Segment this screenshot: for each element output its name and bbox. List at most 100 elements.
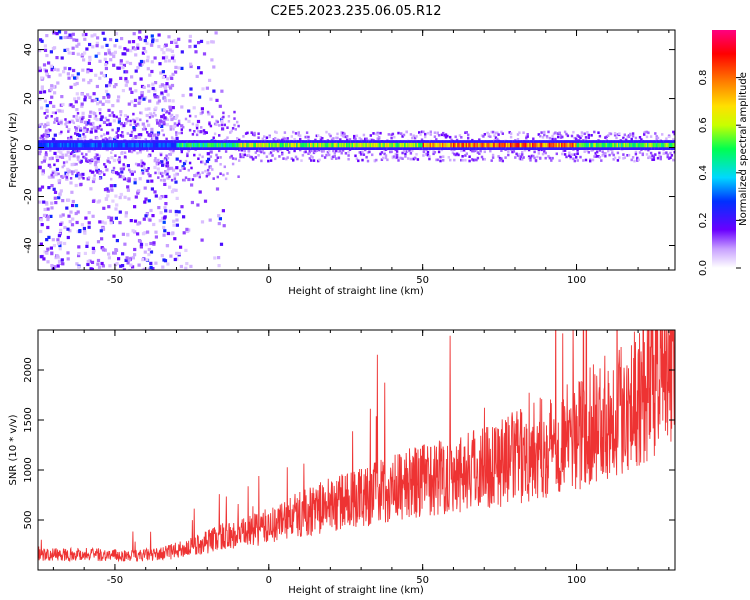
spectrogram-halo-cell — [371, 138, 374, 142]
spectrogram-noise-cell — [91, 179, 96, 184]
spectrogram-halo-cell — [186, 152, 189, 156]
spectrogram-noise-cell — [71, 74, 75, 78]
spectrogram-noise-cell — [45, 238, 49, 242]
spectrogram-noise-cell — [169, 254, 173, 258]
spectrogram-halo-cell — [57, 179, 60, 182]
spectrogram-noise-cell — [93, 116, 97, 120]
spectrogram-ridge-cell — [100, 142, 103, 148]
spectrogram-noise-cell — [135, 117, 139, 121]
spectrogram-halo-cell — [75, 129, 78, 133]
spectrogram-halo-cell — [209, 166, 213, 169]
spectrogram-noise-cell — [105, 168, 109, 172]
spectrogram-ridge-cell — [563, 142, 567, 148]
spectrogram-ridge-cell — [194, 142, 197, 148]
spectrogram-halo-cell — [122, 163, 125, 166]
spectrogram-halo-cell — [665, 137, 668, 140]
spectrogram-halo-cell — [480, 155, 484, 159]
spectrogram-halo-cell — [547, 130, 550, 134]
spectrogram-noise-cell — [117, 95, 121, 99]
spectrogram-halo-cell — [347, 151, 350, 154]
spectrogram-noise-cell — [103, 37, 107, 41]
spectrogram-noise-cell — [73, 97, 77, 101]
spectrogram-halo-cell — [497, 133, 500, 136]
spectrogram-noise-cell — [60, 56, 64, 60]
spectrogram-noise-cell — [51, 238, 55, 242]
spectrogram-halo-cell — [526, 133, 529, 136]
spectrogram-noise-cell — [100, 45, 104, 49]
spectrogram-noise-cell — [179, 264, 183, 269]
spectrogram-noise-cell — [79, 137, 83, 141]
spectrogram-halo-cell — [649, 135, 653, 138]
spectrogram-ridge-cell — [661, 142, 664, 148]
spectrogram-halo-cell — [38, 124, 41, 127]
spectrogram-halo-cell — [213, 122, 217, 126]
spectrogram-noise-cell — [61, 199, 65, 203]
spectrogram-ridge-cell — [620, 142, 624, 148]
spectrogram-noise-cell — [56, 242, 61, 246]
spectrogram-noise-cell — [38, 97, 42, 101]
spectrogram-noise-cell — [117, 117, 121, 121]
spectrogram-noise-cell — [66, 235, 70, 240]
spectrogram-noise-cell — [182, 161, 187, 166]
spectrogram-halo-cell — [622, 136, 625, 140]
spectrogram-noise-cell — [50, 184, 54, 188]
spectrogram-halo-cell — [281, 152, 284, 156]
spectrogram-halo-cell — [218, 124, 221, 127]
spectrogram-halo-cell — [220, 123, 224, 127]
spectrogram-noise-cell — [200, 107, 204, 111]
spectrogram-halo-cell — [67, 170, 70, 173]
spectrogram-ridge-cell — [54, 142, 57, 148]
spectrogram-noise-cell — [88, 114, 92, 118]
spectrogram-noise-cell — [151, 214, 155, 218]
spectrogram-ridge-cell — [67, 142, 70, 148]
spectrogram-halo-cell — [416, 158, 420, 161]
spectrogram-halo-cell — [258, 149, 262, 153]
spectrogram-noise-cell — [98, 100, 102, 104]
spectrogram-frame — [37, 29, 676, 271]
spectrogram-halo-cell — [72, 170, 75, 173]
spectrogram-halo-cell — [148, 116, 152, 119]
spectrogram-noise-cell — [107, 215, 111, 219]
spectrogram-halo-cell — [243, 149, 246, 153]
spectrogram-ridge-cell — [90, 142, 93, 148]
spectrogram-noise-cell — [45, 129, 49, 133]
spectrogram-ridge-cell — [151, 142, 154, 148]
spectrogram-ridge-cell — [80, 142, 84, 148]
spectrogram-halo-cell — [57, 122, 60, 125]
spectrogram-ridge-cell — [625, 142, 628, 148]
spectrogram-ridge-cell — [219, 142, 222, 148]
spectrogram-halo-cell — [460, 158, 463, 162]
spectrogram-ridge-cell — [483, 142, 486, 148]
spectrogram-noise-cell — [69, 181, 73, 185]
spectrogram-noise-cell — [91, 250, 95, 255]
spectrogram-noise-cell — [113, 50, 117, 54]
spectrogram-ridge-cell — [649, 142, 653, 148]
spectrogram-ridge-cell — [387, 142, 390, 148]
spectrogram-halo-cell — [409, 133, 413, 136]
spectrogram-halo-cell — [166, 164, 170, 168]
spectrogram-noise-cell — [117, 120, 121, 124]
spectrogram-ridge-cell — [656, 142, 660, 148]
spectrogram-halo-cell — [126, 119, 129, 123]
spectrogram-noise-cell — [102, 73, 106, 78]
spectrogram-ridge-cell — [654, 142, 657, 148]
spectrogram-ridge-cell — [218, 142, 221, 148]
spectrogram-noise-cell — [177, 37, 181, 41]
spectrogram-ridge-cell — [391, 142, 395, 148]
spectrogram-noise-cell — [181, 93, 185, 98]
spectrogram-noise-cell — [76, 125, 80, 129]
spectrogram-halo-cell — [269, 159, 273, 162]
spectrogram-noise-cell — [71, 203, 75, 208]
spectrogram-ridge-cell — [397, 142, 400, 148]
spectrogram-noise-cell — [165, 123, 169, 127]
spectrogram-halo-cell — [501, 132, 504, 135]
spectrogram-ridge-cell — [242, 142, 245, 148]
spectrogram-halo-cell — [79, 161, 82, 164]
spectrogram-halo-cell — [236, 120, 239, 124]
spectrogram-halo-cell — [147, 167, 150, 170]
spectrogram-halo-cell — [202, 129, 206, 132]
spectrogram-ridge-cell — [215, 142, 218, 148]
spectrogram-halo-cell — [415, 135, 418, 138]
spectrogram-halo-cell — [575, 152, 578, 156]
